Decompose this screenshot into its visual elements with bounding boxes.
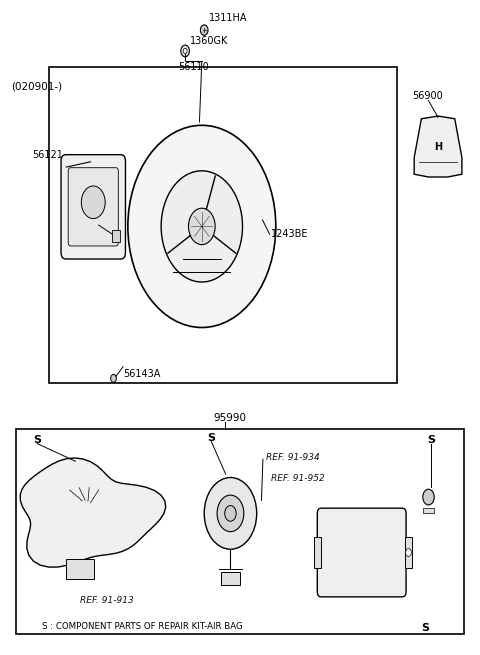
Bar bbox=[314, 537, 321, 568]
Circle shape bbox=[81, 186, 105, 219]
Circle shape bbox=[183, 48, 187, 54]
Text: 95990: 95990 bbox=[214, 413, 247, 422]
Text: S : COMPONENT PARTS OF REPAIR KIT-AIR BAG: S : COMPONENT PARTS OF REPAIR KIT-AIR BA… bbox=[42, 622, 243, 631]
Text: H: H bbox=[434, 141, 442, 151]
Bar bbox=[66, 559, 95, 578]
Circle shape bbox=[200, 25, 208, 35]
Text: 56110: 56110 bbox=[178, 62, 209, 71]
Text: 56900: 56900 bbox=[412, 91, 443, 101]
FancyBboxPatch shape bbox=[317, 508, 406, 597]
Text: S: S bbox=[207, 434, 216, 443]
FancyBboxPatch shape bbox=[61, 155, 125, 259]
Circle shape bbox=[406, 549, 411, 557]
Text: (020901-): (020901-) bbox=[11, 81, 62, 91]
Circle shape bbox=[217, 495, 244, 532]
Text: 1243BE: 1243BE bbox=[271, 229, 309, 239]
Bar bbox=[49, 67, 397, 383]
Circle shape bbox=[423, 489, 434, 505]
Text: S: S bbox=[421, 622, 429, 633]
Polygon shape bbox=[20, 458, 166, 567]
Circle shape bbox=[111, 375, 116, 383]
Text: 56143A: 56143A bbox=[123, 369, 160, 379]
Text: S: S bbox=[427, 436, 435, 445]
Circle shape bbox=[189, 208, 215, 244]
Bar bbox=[112, 230, 120, 242]
Circle shape bbox=[161, 171, 242, 282]
Text: REF. 91-913: REF. 91-913 bbox=[80, 595, 134, 605]
Text: REF. 91-952: REF. 91-952 bbox=[271, 474, 325, 483]
Circle shape bbox=[128, 125, 276, 328]
Text: 1311HA: 1311HA bbox=[209, 13, 248, 24]
Bar bbox=[405, 537, 412, 568]
Bar bbox=[16, 428, 464, 634]
Circle shape bbox=[204, 477, 257, 550]
Polygon shape bbox=[414, 116, 462, 177]
Bar bbox=[423, 508, 434, 514]
Text: 1360GK: 1360GK bbox=[190, 35, 228, 45]
Circle shape bbox=[181, 45, 190, 57]
FancyBboxPatch shape bbox=[68, 168, 118, 246]
Text: S: S bbox=[33, 436, 41, 445]
Text: REF. 91-934: REF. 91-934 bbox=[266, 453, 320, 462]
Circle shape bbox=[225, 506, 236, 521]
Text: 56121: 56121 bbox=[33, 149, 63, 160]
Bar bbox=[221, 572, 240, 585]
